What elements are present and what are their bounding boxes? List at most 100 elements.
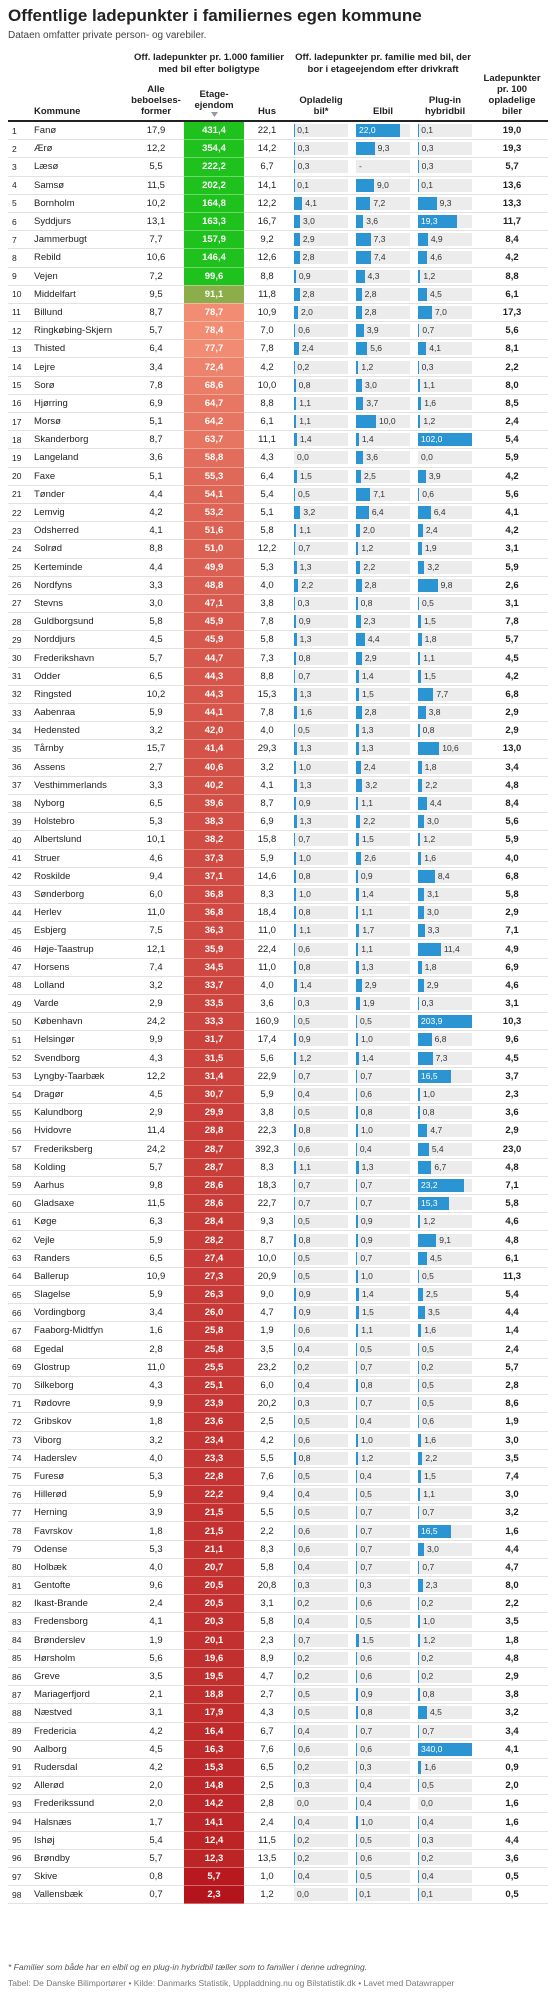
table-row: 72 Gribskov 1,8 23,6 2,5 0,5 0,4 0,6 1,9 <box>8 1412 549 1432</box>
bar-track: 1,5 <box>418 669 473 683</box>
bar-cell: 0,7 <box>352 1722 415 1741</box>
municipality: Ballerup <box>34 1270 69 1282</box>
value-cell: 160,9 <box>244 1012 291 1032</box>
name-cell: Fredericia <box>32 1722 128 1741</box>
table-row: 14 Lejre 3,4 72,4 4,2 0,2 1,2 0,3 2,2 <box>8 357 549 377</box>
value-cell: 15,8 <box>244 830 291 850</box>
bar-label: 0,6 <box>360 1089 373 1100</box>
bar-cell: 0,7 <box>352 1194 415 1214</box>
name-cell: Helsingør <box>32 1030 128 1050</box>
bar <box>356 378 363 392</box>
etage-value: 55,3 <box>204 470 224 482</box>
cell-value: 3,4 <box>505 761 519 773</box>
etage-cell: 20,7 <box>184 1558 244 1578</box>
etage-value: 16,3 <box>204 1743 224 1755</box>
name-cell: Varde <box>32 994 128 1014</box>
bar-label: 2,8 <box>302 252 315 263</box>
cell-value: 5,9 <box>260 852 274 864</box>
ratio-cell: 4,5 <box>476 1049 549 1068</box>
bar-track: 3,6 <box>356 215 411 229</box>
bar-label: 0,8 <box>360 1707 373 1718</box>
value-cell: 6,0 <box>244 1376 291 1396</box>
bar-label: 7,2 <box>373 197 386 208</box>
etage-cell: 19,5 <box>184 1667 244 1687</box>
cell-value: 29,3 <box>257 743 277 755</box>
cell-value: 3,2 <box>505 1507 519 1519</box>
ratio-cell: 5,9 <box>476 558 549 577</box>
bar <box>294 1560 295 1574</box>
bar-track: 0,6 <box>418 1415 473 1429</box>
bar-track: 7,0 <box>418 305 473 319</box>
bar <box>356 1033 359 1047</box>
municipality: Struer <box>34 852 60 864</box>
value-cell: 2,9 <box>128 994 184 1014</box>
bar-cell: 2,8 <box>352 303 415 323</box>
bar <box>294 1706 296 1720</box>
bar-cell: 4,7 <box>414 1121 477 1141</box>
etage-value: 39,6 <box>204 798 224 810</box>
etage-cell: 53,2 <box>184 503 244 523</box>
value-cell: 4,2 <box>128 503 184 523</box>
etage-value: 21,1 <box>204 1543 224 1555</box>
table-row: 49 Varde 2,9 33,5 3,6 0,3 1,9 0,3 3,1 <box>8 994 549 1014</box>
bar-cell: 1,3 <box>290 812 353 832</box>
bar-cell: 0,3 <box>290 1394 353 1414</box>
name-cell: Hvidovre <box>32 1121 128 1141</box>
rank: 72 <box>12 1416 22 1427</box>
column-header[interactable]: Etage-ejendom <box>184 82 244 122</box>
rank: 84 <box>12 1635 22 1646</box>
bar-cell: 2,2 <box>414 776 477 795</box>
municipality: Assens <box>34 761 66 773</box>
bar-cell: 0,8 <box>290 1121 353 1141</box>
value-cell: 14,1 <box>244 176 291 195</box>
bar-track: 2,8 <box>356 287 411 301</box>
value-cell: 14,2 <box>244 139 291 159</box>
name-cell: Tønder <box>32 485 128 504</box>
name-cell: Greve <box>32 1667 128 1687</box>
ratio-cell: 11,7 <box>476 212 549 232</box>
cell-value: 6,5 <box>149 670 163 682</box>
bar-label: 0,7 <box>360 1179 373 1190</box>
bar-track: 2,6 <box>356 851 411 865</box>
bar-cell: 4,3 <box>352 267 415 286</box>
etage-value: 21,5 <box>204 1507 224 1519</box>
bar-label: 1,6 <box>424 397 437 408</box>
etage-cell: 47,1 <box>184 594 244 614</box>
rank-cell: 26 <box>8 576 32 595</box>
etage-cell: 35,9 <box>184 939 244 959</box>
bar-cell: 0,1 <box>414 176 477 195</box>
etage-cell: 37,3 <box>184 849 244 868</box>
bar-track: 4,3 <box>356 269 411 283</box>
bar-label: 0,3 <box>297 1780 310 1791</box>
bar <box>356 742 359 756</box>
value-cell: 5,8 <box>244 630 291 650</box>
cell-value: 7,8 <box>260 707 274 719</box>
bar-label: 2,4 <box>363 761 376 772</box>
bar-track: 0,2 <box>294 1851 349 1865</box>
bar <box>294 615 296 629</box>
etage-value: 23,3 <box>204 1452 224 1464</box>
bar <box>418 1397 420 1411</box>
municipality: Lejre <box>34 361 56 373</box>
cell-value: 4,1 <box>505 1743 519 1755</box>
cell-value: 5,8 <box>505 1198 519 1210</box>
bar-label: 2,3 <box>363 616 376 627</box>
bar-label: 0,3 <box>297 1580 310 1591</box>
bar <box>294 378 296 392</box>
rank-cell: 63 <box>8 1249 32 1268</box>
value-cell: 9,9 <box>128 1394 184 1414</box>
bar <box>356 506 369 520</box>
etage-value: 53,2 <box>204 507 224 519</box>
bar-track: 1,4 <box>356 669 411 683</box>
bar-track: 4,5 <box>418 1251 473 1265</box>
ratio-cell: 4,9 <box>476 939 549 959</box>
rank-cell: 77 <box>8 1503 32 1523</box>
etage-value: 431,4 <box>202 125 226 137</box>
cell-value: 4,5 <box>505 1052 519 1064</box>
bar-label: 0,3 <box>297 998 310 1009</box>
name-cell: Randers <box>32 1249 128 1268</box>
bar-label: 19,3 <box>421 216 438 227</box>
table-row: 63 Randers 6,5 27,4 10,0 0,5 0,7 4,5 6,1 <box>8 1249 549 1268</box>
value-cell: 7,8 <box>244 339 291 359</box>
bar-track: 1,2 <box>418 415 473 429</box>
